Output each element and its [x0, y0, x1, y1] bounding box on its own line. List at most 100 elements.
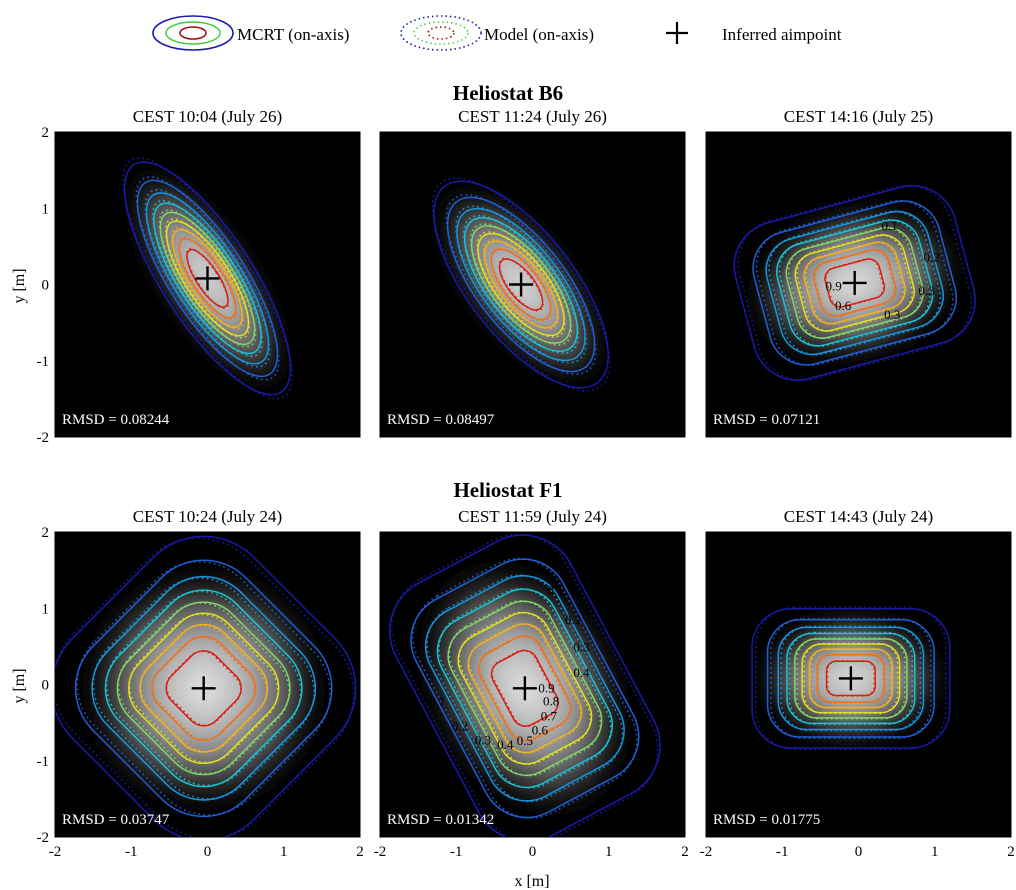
model-contour	[825, 258, 885, 308]
model-contour	[476, 231, 566, 338]
panel-0-0: CEST 10:04 (July 26) RMSD = 0.08244 -2 -1 0 1…	[37, 107, 361, 446]
model-contour	[778, 219, 931, 347]
contour-label: 0.6	[835, 298, 852, 313]
contour-label: 0.3	[475, 733, 491, 748]
model-contour	[128, 613, 279, 764]
mcrt-contour	[766, 619, 935, 738]
model-contour	[814, 249, 896, 317]
panel-subtitle: CEST 10:04 (July 26)	[133, 107, 282, 126]
mcrt-contour	[436, 588, 613, 789]
panels: CEST 10:04 (July 26) RMSD = 0.08244 -2 -1 0 1…	[37, 107, 1015, 860]
x-tick-label: -1	[450, 844, 463, 860]
model-contour	[139, 624, 268, 753]
model-contour	[117, 602, 290, 775]
plot-area: 0.1 0.2 0.3 0.3 0.6 0.9	[706, 132, 1011, 437]
legend-item-mcrt: MCRT (on-axis)	[152, 15, 349, 51]
legend-item-model: Model (on-axis)	[400, 15, 594, 51]
model-contour	[755, 606, 947, 751]
mcrt-contour	[123, 161, 292, 396]
mcrt-contour	[785, 227, 924, 339]
mcrt-contour	[433, 180, 609, 389]
x-tick-label: 1	[931, 844, 939, 860]
model-contour	[780, 625, 922, 732]
mcrt-contour	[478, 635, 572, 742]
contour-label: 0.2	[923, 250, 939, 265]
mcrt-contour	[786, 632, 916, 725]
panel-subtitle: CEST 11:59 (July 24)	[458, 507, 607, 526]
mcrt-contour	[446, 196, 596, 373]
panel-subtitle: CEST 10:24 (July 24)	[133, 507, 282, 526]
x-tick-label: 2	[1007, 844, 1015, 860]
mcrt-contour	[765, 210, 944, 356]
x-tick-label: -2	[700, 844, 713, 860]
mcrt-contour	[165, 220, 250, 337]
x-tick-label: 1	[280, 844, 288, 860]
y-tick-label: -2	[37, 830, 50, 846]
model-contour	[805, 241, 905, 325]
rmsd-label: RMSD = 0.08244	[62, 412, 170, 428]
legend-item-aimpoint: Inferred aimpoint	[666, 22, 842, 44]
mcrt-contour	[159, 211, 256, 346]
model-contour	[810, 647, 892, 709]
mcrt-contour	[467, 623, 583, 754]
contour-label: 0.3	[573, 640, 589, 655]
rmsd-label: RMSD = 0.01342	[387, 812, 494, 828]
model-contour	[796, 234, 913, 332]
y-tick-label: 1	[42, 601, 50, 617]
panel-subtitle: CEST 14:43 (July 24)	[784, 507, 933, 526]
contour-label: 0.2	[565, 612, 581, 627]
mcrt-contour	[463, 217, 579, 352]
model-contour	[826, 660, 876, 697]
rmsd-label: RMSD = 0.01775	[713, 812, 820, 828]
model-contour	[470, 223, 573, 346]
rmsd-label: RMSD = 0.03747	[62, 812, 170, 828]
mcrt-contour	[91, 575, 317, 801]
panel-subtitle: CEST 14:16 (July 25)	[784, 107, 933, 126]
panel-subtitle: CEST 11:24 (July 26)	[458, 107, 607, 126]
model-contour	[817, 653, 884, 704]
mcrt-contour	[165, 650, 242, 727]
x-tick-label: 1	[605, 844, 613, 860]
model-contour	[185, 247, 230, 309]
mcrt-contour	[808, 648, 894, 709]
x-tick-label: -2	[374, 844, 387, 860]
mcrt-contour	[145, 192, 270, 365]
panel-1-1: CEST 11:59 (July 24)0.10.20.30.40.90.80.…	[374, 507, 689, 860]
y-tick-label: 0	[42, 278, 50, 294]
group-title-f1: Heliostat F1	[453, 478, 562, 502]
legend-label-aimpoint: Inferred aimpoint	[722, 25, 842, 44]
model-contour	[438, 588, 612, 789]
contour-label: 0.1	[547, 582, 563, 597]
y-axis-label-bottom: y [m]	[11, 668, 28, 703]
x-tick-label: 2	[681, 844, 689, 860]
mcrt-contour	[477, 232, 565, 337]
contour-label: 0.9	[538, 681, 554, 696]
contour-label: 0.5	[517, 733, 533, 748]
mcrt-contour	[153, 202, 262, 355]
model-contour	[803, 642, 899, 715]
mcrt-contour	[136, 179, 279, 378]
model-contour	[770, 617, 932, 739]
mcrt-contour	[733, 185, 976, 381]
contour-label: 0.7	[541, 708, 558, 723]
model-contour	[491, 649, 559, 728]
plot-area: 0.10.20.30.40.90.80.70.60.50.40.30.20.1	[380, 532, 685, 837]
panel-0-2: CEST 14:16 (July 25) 0.1 0.2 0.3 0.3 0.6 0.9 RM…	[705, 107, 1012, 438]
mcrt-contour	[751, 608, 951, 749]
model-contour	[788, 631, 913, 726]
model-contour	[92, 577, 315, 800]
model-contour	[445, 194, 597, 375]
plot-area	[55, 532, 360, 837]
mcrt-contour	[447, 600, 603, 777]
model-contour	[135, 176, 280, 381]
panel-0-1: CEST 11:24 (July 26) RMSD = 0.08497	[379, 107, 686, 438]
model-contour	[483, 239, 559, 330]
contour-label: 0.3	[884, 307, 900, 322]
y-tick-label: 2	[42, 125, 50, 141]
model-contour	[177, 236, 238, 321]
model-contour	[76, 560, 332, 816]
legend: MCRT (on-axis) Model (on-axis) Inferred …	[152, 15, 842, 51]
x-axis-label: x [m]	[514, 873, 549, 890]
model-contour	[455, 205, 587, 364]
